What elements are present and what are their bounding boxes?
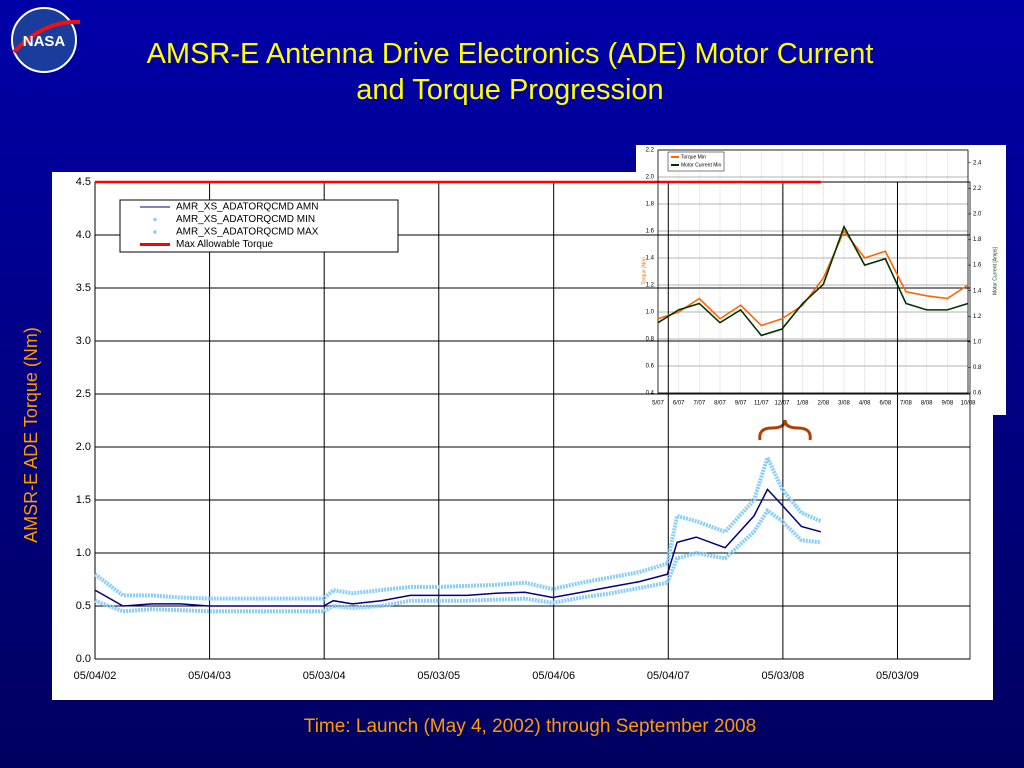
- y-tick-label: 1.8: [646, 202, 655, 208]
- y-tick-label: 1.5: [76, 494, 91, 506]
- y-tick-label: 2.5: [76, 388, 91, 400]
- nasa-logo: NASA: [11, 7, 81, 73]
- x-tick-label: 05/04/02: [74, 670, 117, 682]
- y-tick-label: 0.5: [76, 600, 91, 612]
- x-tick-label: 2/08: [817, 401, 829, 407]
- legend-marker: [153, 217, 157, 222]
- bracket: [758, 419, 812, 441]
- y2-tick-label: 0.8: [973, 365, 982, 371]
- y-tick-label: 4.0: [76, 229, 91, 241]
- y2-tick-label: 1.4: [973, 288, 982, 294]
- y-tick-label: 1.2: [646, 283, 655, 289]
- y-tick-label: 1.0: [646, 310, 655, 316]
- x-tick-label: 5/07: [652, 401, 664, 407]
- legend-label: AMR_XS_ADATORQCMD MIN: [176, 214, 315, 225]
- x-tick-label: 11/07: [754, 401, 769, 407]
- x-tick-label: 9/07: [735, 401, 747, 407]
- x-tick-label: 05/03/04: [303, 670, 346, 682]
- y-tick-label: 3.5: [76, 282, 91, 294]
- series-line: [94, 507, 822, 614]
- x-tick-label: 9/08: [941, 401, 953, 407]
- x-tick-label: 05/04/06: [532, 670, 575, 682]
- x-tick-label: 7/08: [900, 401, 912, 407]
- y2-tick-label: 2.0: [973, 212, 982, 218]
- y-tick-label: 0.6: [646, 364, 655, 370]
- x-tick-label: 7/07: [693, 401, 705, 407]
- y-axis-label: AMSR-E ADE Torque (Nm): [21, 327, 41, 543]
- series-line: [657, 224, 969, 337]
- x-tick-label: 05/03/08: [761, 670, 804, 682]
- slide-title: AMSR-E Antenna Drive Electronics (ADE) M…: [146, 38, 874, 106]
- y-tick-label: 2.0: [646, 175, 655, 181]
- legend-label: Motor Current Min: [681, 162, 722, 168]
- x-tick-label: 1/08: [797, 401, 809, 407]
- legend-label: Torque Min: [681, 154, 706, 160]
- x-tick-label: 05/04/07: [647, 670, 690, 682]
- y2-tick-label: 1.6: [973, 263, 982, 269]
- y-tick-label: 3.0: [76, 335, 91, 347]
- legend-box: [667, 151, 725, 172]
- y-tick-label: 2.0: [76, 441, 91, 453]
- legend-label: AMR_XS_ADATORQCMD MAX: [176, 227, 319, 238]
- legend-label: AMR_XS_ADATORQCMD AMN: [176, 202, 318, 213]
- y2-tick-label: 2.4: [973, 160, 982, 166]
- x-tick-label: 05/04/03: [188, 670, 231, 682]
- x-tick-label: 4/08: [859, 401, 871, 407]
- x-tick-label: 3/08: [838, 401, 850, 407]
- series-line: [657, 229, 969, 327]
- x-tick-label: 6/08: [879, 401, 891, 407]
- y2-tick-label: 1.8: [973, 237, 982, 243]
- x-tick-label: 10/08: [960, 401, 976, 407]
- y2-tick-label: 0.6: [973, 391, 982, 397]
- series-line: [93, 452, 822, 601]
- plot-frame: [657, 149, 969, 394]
- y-axis-label: Torque [Nm]: [641, 257, 647, 285]
- y-tick-label: 1.6: [646, 229, 655, 235]
- y2-axis-label: Motor Current [Amps]: [992, 246, 998, 294]
- series-line: [94, 488, 822, 607]
- caption: Time: Launch (May 4, 2002) through Septe…: [303, 716, 757, 737]
- y-tick-label: 1.0: [76, 547, 91, 559]
- y-tick-label: 0.0: [76, 653, 91, 665]
- y2-tick-label: 1.0: [973, 339, 982, 345]
- y-tick-label: 2.2: [646, 148, 655, 154]
- y-tick-label: 0.8: [646, 337, 655, 343]
- x-tick-label: 8/07: [714, 401, 726, 407]
- x-tick-label: 8/08: [921, 401, 933, 407]
- y-tick-label: 0.4: [646, 391, 655, 397]
- y2-tick-label: 2.2: [973, 186, 982, 192]
- y-tick-label: 4.5: [76, 176, 91, 188]
- x-tick-label: 12/07: [774, 401, 790, 407]
- x-tick-label: 05/03/09: [876, 670, 919, 682]
- y-tick-label: 1.4: [646, 256, 655, 262]
- x-tick-label: 05/03/05: [417, 670, 460, 682]
- y2-tick-label: 1.2: [973, 314, 982, 320]
- legend-marker: [153, 230, 157, 234]
- logo-text: NASA: [23, 33, 66, 50]
- x-tick-label: 6/07: [673, 401, 685, 407]
- legend-label: Max Allowable Torque: [176, 239, 274, 250]
